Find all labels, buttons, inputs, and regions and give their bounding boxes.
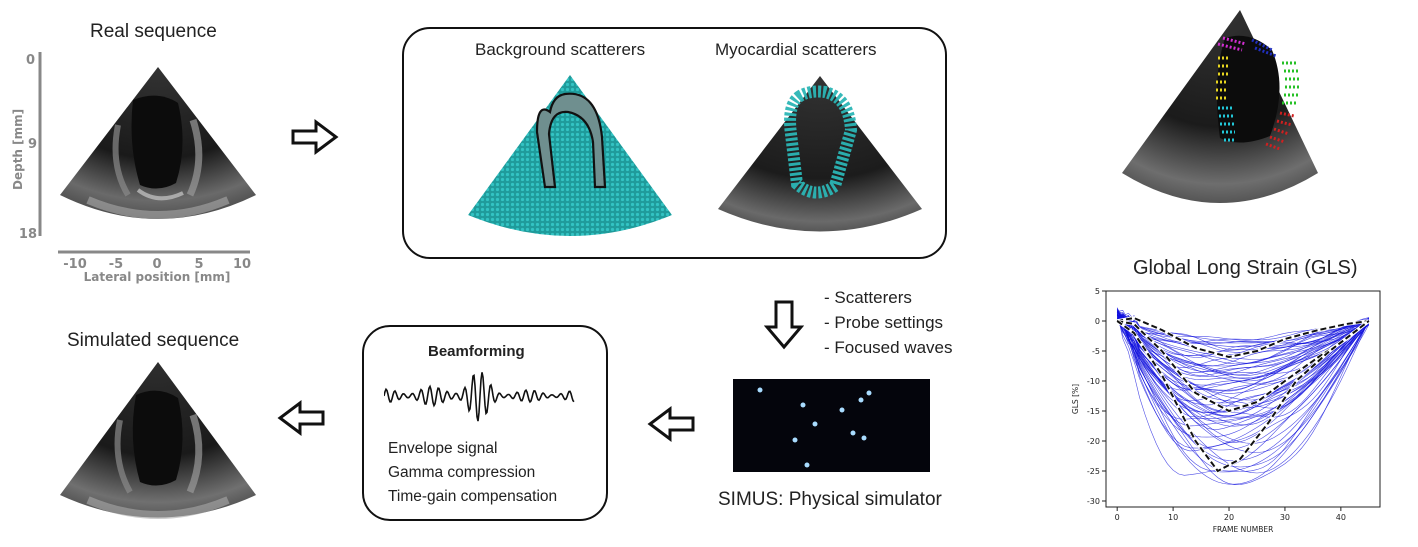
gls-curve <box>1116 318 1370 472</box>
y-tick-label: -20 <box>1087 437 1100 446</box>
gls-summary-curve-0 <box>1117 316 1369 359</box>
background-scatterers-image <box>468 75 672 236</box>
simus-inputs-list: - Scatterers - Probe settings - Focused … <box>824 285 953 360</box>
myocardial-scatterers-image <box>718 76 922 232</box>
input-scatterers: - Scatterers <box>824 288 912 307</box>
real-sequence-axes: 0 9 18 Depth [mm] -10 -5 0 5 10 Lateral … <box>11 52 251 284</box>
input-probe-settings: - Probe settings <box>824 313 944 332</box>
depth-axis-label: Depth [mm] <box>11 109 25 190</box>
lateral-tick-n10: -10 <box>63 257 87 272</box>
y-tick-label: 0 <box>1095 317 1100 326</box>
gls-chart: 5 0 -5 -10 -15 -20 -25 -30 0 10 20 30 40 FRAME NUMBER… <box>1071 287 1381 534</box>
x-tick-label: 10 <box>1168 513 1178 522</box>
depth-tick-0: 0 <box>26 53 35 68</box>
gls-curve <box>1116 307 1370 427</box>
myocardial-scatterers-label: Myocardial scatterers <box>715 40 877 59</box>
gls-curve <box>1117 320 1369 377</box>
lateral-tick-10: 10 <box>233 257 251 272</box>
gls-curve <box>1117 317 1370 413</box>
gls-curve <box>1116 310 1370 453</box>
background-scatterers-label: Background scatterers <box>475 40 646 59</box>
rf-signal-waveform <box>384 372 575 422</box>
gls-curve <box>1116 312 1370 449</box>
gls-curve <box>1116 314 1369 420</box>
step-time-gain-compensation: Time-gain compensation <box>388 488 558 505</box>
y-tick-label: -30 <box>1087 497 1100 506</box>
gls-curve <box>1116 318 1370 438</box>
gls-curve <box>1116 311 1369 380</box>
simus-output-image <box>733 379 930 472</box>
gls-curve <box>1116 318 1370 486</box>
gls-curve <box>1116 320 1370 418</box>
segmented-echo-image <box>1122 10 1318 203</box>
lateral-tick-0: 0 <box>152 257 161 272</box>
gls-curve <box>1116 320 1370 462</box>
gls-summary-curve-2 <box>1116 320 1370 473</box>
y-tick-label: -10 <box>1087 377 1100 386</box>
arrow-left-icon-2 <box>277 400 325 436</box>
gls-curve <box>1117 321 1369 376</box>
y-tick-label: -15 <box>1087 407 1100 416</box>
gls-curve <box>1116 311 1370 476</box>
gls-curve <box>1116 314 1369 341</box>
y-tick-label: 5 <box>1095 287 1100 296</box>
gls-curve <box>1117 314 1370 426</box>
depth-tick-18: 18 <box>19 227 37 242</box>
simus-label: SIMUS: Physical simulator <box>718 489 942 510</box>
gls-curve <box>1116 317 1370 443</box>
beamforming-steps: Envelope signal Gamma compression Time-g… <box>388 437 557 509</box>
real-sequence-title: Real sequence <box>90 21 217 42</box>
gls-summary-curve-1 <box>1117 320 1370 413</box>
gls-curve <box>1117 314 1369 373</box>
lateral-tick-5: 5 <box>194 257 203 272</box>
gls-curve <box>1117 315 1370 444</box>
y-tick-label: -5 <box>1092 347 1100 356</box>
step-gamma-compression: Gamma compression <box>388 464 536 481</box>
x-tick-label: 0 <box>1115 513 1120 522</box>
arrow-down-icon <box>764 300 804 350</box>
x-tick-label: 30 <box>1280 513 1290 522</box>
simulated-sequence-title: Simulated sequence <box>67 330 240 351</box>
x-axis-label: FRAME NUMBER <box>1213 525 1274 534</box>
input-focused-waves: - Focused waves <box>824 338 953 357</box>
arrow-left-icon <box>647 406 695 442</box>
lateral-tick-n5: -5 <box>109 257 123 272</box>
simulated-ultrasound-image <box>60 362 256 519</box>
gls-title: Global Long Strain (GLS) <box>1133 257 1358 279</box>
arrow-right-icon <box>291 119 339 155</box>
lateral-axis-label: Lateral position [mm] <box>84 270 231 284</box>
gls-curve <box>1116 311 1369 367</box>
beamforming-panel <box>362 325 608 521</box>
step-envelope-signal: Envelope signal <box>388 440 498 457</box>
y-axis-label: GLS [%] <box>1071 384 1080 414</box>
gls-curve <box>1116 315 1370 485</box>
real-ultrasound-image <box>60 67 256 219</box>
x-tick-label: 40 <box>1336 513 1346 522</box>
beamforming-title: Beamforming <box>428 343 525 360</box>
y-tick-label: -25 <box>1087 467 1100 476</box>
x-tick-label: 20 <box>1224 513 1234 522</box>
gls-curve <box>1117 318 1370 422</box>
depth-tick-9: 9 <box>28 137 37 152</box>
gls-curve <box>1117 312 1369 344</box>
